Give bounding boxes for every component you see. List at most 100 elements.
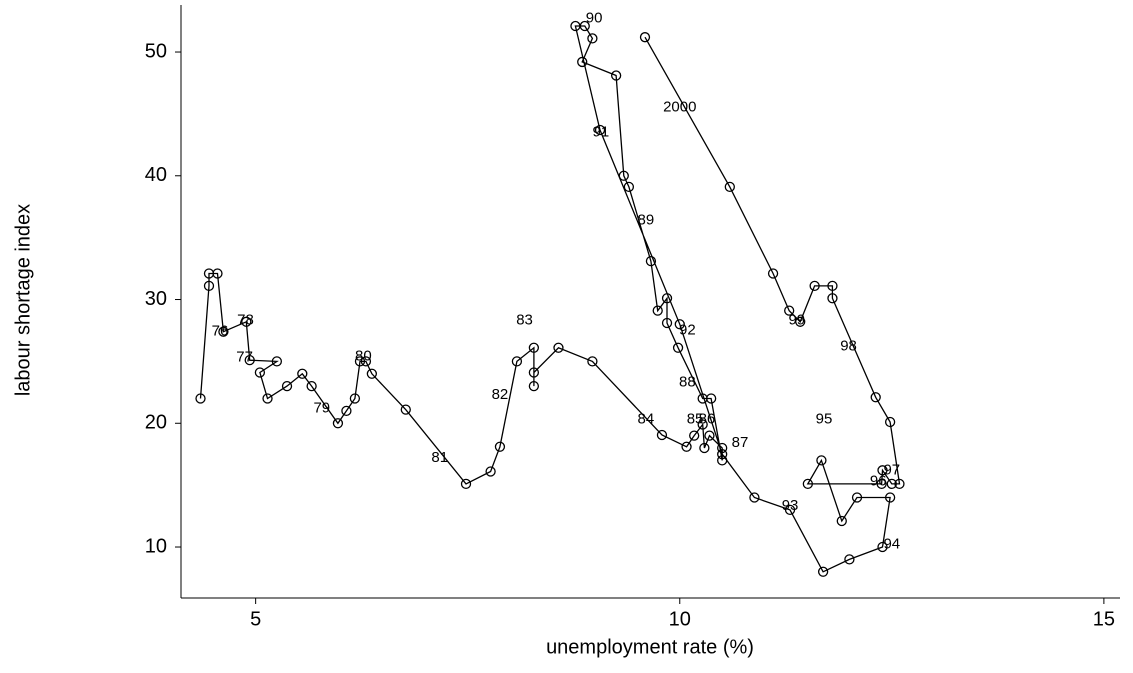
data-point [844,554,855,565]
data-point [511,356,523,367]
data-point [886,478,897,490]
data-point [689,430,700,441]
data-point [485,466,496,477]
data-point [795,316,806,327]
data-point [618,170,629,181]
data-point [672,342,684,353]
data-point [494,441,506,452]
data-point [699,442,710,454]
data-point [876,478,887,490]
data-point [262,393,273,404]
year-label: 78 [237,312,254,329]
y-axis-label: labour shortage index [12,204,34,396]
data-line [199,25,901,573]
year-label: 2000 [663,99,696,116]
y-tick-label: 10 [145,535,167,557]
data-point [241,316,252,327]
year-label: 95 [816,411,833,428]
data-point [341,405,352,417]
data-point [553,342,564,353]
data-point [218,326,229,337]
data-point [681,441,692,452]
data-point [244,355,255,366]
data-point [697,419,708,430]
data-point [254,367,266,378]
data-point [460,478,472,490]
data-point [661,317,673,329]
year-label: 92 [679,321,696,338]
data-point [610,70,622,81]
data-point [836,515,847,527]
x-tick-label: 15 [1093,608,1115,630]
year-label: 90 [586,10,603,27]
data-point [281,380,293,392]
data-point [652,305,663,316]
data-point [587,33,598,44]
data-point [528,367,540,378]
data-point [884,492,896,503]
year-label: 80 [355,347,372,364]
data-point [332,418,344,429]
year-label: 86 [699,411,716,428]
data-point [297,368,308,379]
data-point [366,368,378,379]
data-point [645,256,657,267]
data-point [827,280,838,292]
data-point [349,393,361,404]
year-label: 97 [883,461,900,478]
y-tick-label: 30 [145,288,167,310]
data-point [717,455,728,466]
data-point [360,356,372,367]
data-point [870,392,881,403]
y-tick-label: 20 [145,412,167,434]
year-label: 79 [313,399,330,416]
data-point [816,455,827,466]
data-point [827,293,838,304]
data-point [809,280,820,292]
year-label: 76 [212,323,229,340]
data-point [528,380,540,392]
data-point [817,566,829,577]
data-point [767,268,779,279]
y-tick-label: 40 [145,164,167,186]
data-point [884,416,896,428]
data-point [749,492,760,503]
year-label: 84 [637,411,654,428]
data-point [306,380,317,392]
data-point [704,430,715,441]
data-point [195,393,206,404]
data-point [570,20,581,32]
data-point [724,181,735,193]
y-tick-label: 50 [145,40,167,62]
data-point [212,268,223,279]
data-point [577,56,588,68]
data-point [851,492,863,503]
year-label: 77 [236,349,253,366]
data-point [674,319,685,330]
year-label: 82 [492,386,509,403]
year-label: 99 [788,312,805,329]
year-label: 93 [782,497,799,514]
year-label: 85 [687,411,704,428]
year-label: 87 [732,434,749,451]
data-point [594,124,606,136]
data-point [271,356,283,367]
data-point [639,32,651,43]
data-point [528,342,540,353]
year-label: 83 [516,312,533,329]
year-label: 88 [679,373,696,390]
year-label: 96 [870,472,887,489]
data-point [354,356,366,367]
data-point [623,181,635,193]
data-point [656,429,668,441]
year-label: 81 [431,449,448,466]
data-point [697,393,708,404]
x-tick-label: 10 [669,608,691,630]
x-axis-label: unemployment rate (%) [546,636,754,658]
data-point [877,465,888,476]
data-point [784,504,796,516]
data-point [877,541,888,553]
data-point [587,356,598,367]
